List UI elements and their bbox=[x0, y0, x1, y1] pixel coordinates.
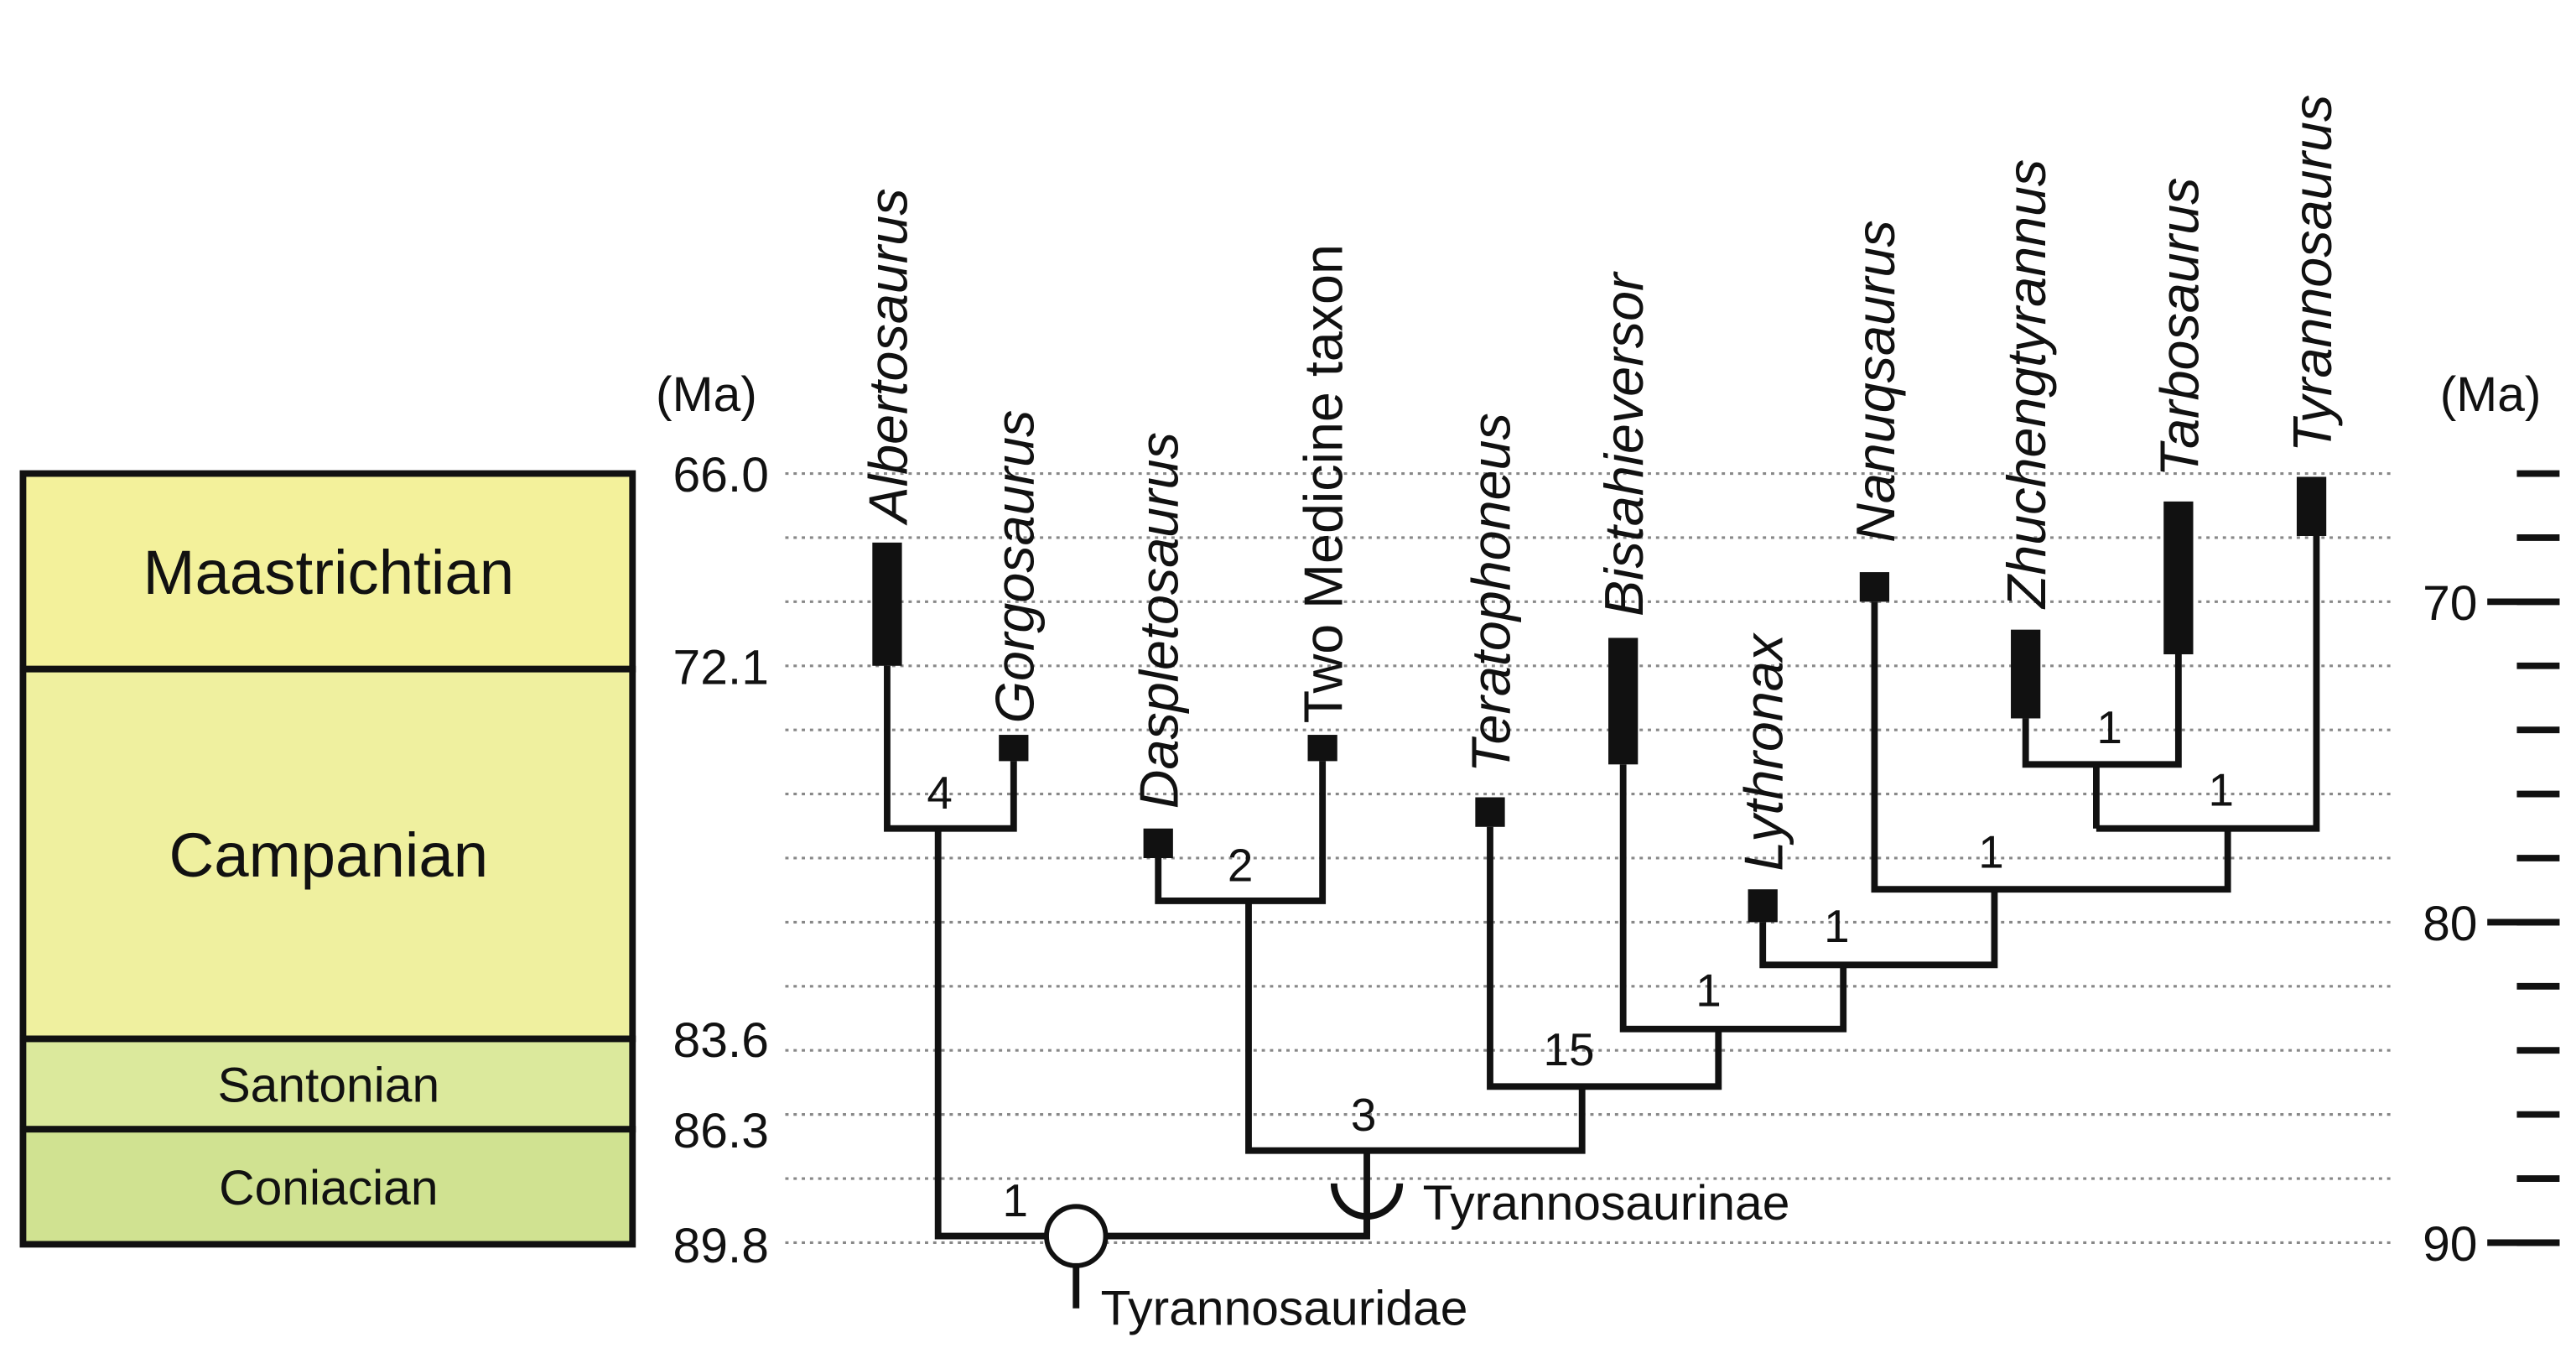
axis-unit: (Ma) bbox=[656, 367, 757, 422]
node-support: 1 bbox=[1003, 1174, 1029, 1226]
left-tick-label: 72.1 bbox=[673, 640, 769, 695]
taxon-name: Zhuchengtyrannus bbox=[1996, 159, 2057, 610]
branch bbox=[1487, 826, 1722, 1090]
range-bar bbox=[2011, 629, 2041, 719]
node-support: 2 bbox=[1228, 839, 1254, 891]
taxon-name: Teratophoneus bbox=[1460, 413, 1521, 773]
clade-marker bbox=[1044, 1204, 1109, 1268]
left-tick-label: 83.6 bbox=[673, 1013, 769, 1068]
taxon-name: Bistahieversor bbox=[1593, 271, 1654, 617]
taxon-name: Two Medicine taxon bbox=[1293, 244, 1354, 723]
range-bar bbox=[1608, 637, 1639, 765]
taxon-name: Gorgosaurus bbox=[984, 410, 1045, 724]
range-bar bbox=[1748, 889, 1778, 923]
clade-marker bbox=[1330, 1183, 1404, 1236]
branch bbox=[1155, 761, 1327, 904]
taxon-name: Lythronax bbox=[1733, 632, 1794, 871]
stage-name: Campanian bbox=[169, 820, 488, 890]
node-support: 1 bbox=[1978, 826, 2004, 878]
left-tick-label: 89.8 bbox=[673, 1219, 769, 1273]
taxon-name: Tarbosaurus bbox=[2148, 178, 2210, 477]
clade-name: Tyrannosauridae bbox=[1101, 1281, 1468, 1335]
node-support: 4 bbox=[927, 767, 953, 819]
taxon-name: Tyrannosaurus bbox=[2282, 95, 2343, 452]
node-support: 1 bbox=[1824, 900, 1850, 952]
stage-name: Maastrichtian bbox=[143, 538, 515, 607]
branch bbox=[1619, 764, 1847, 1033]
node-support: 1 bbox=[2096, 701, 2122, 753]
right-tick-label: 70 bbox=[2423, 576, 2477, 631]
branch bbox=[1871, 601, 2231, 893]
range-bar bbox=[2163, 501, 2194, 655]
branch bbox=[1759, 889, 1998, 969]
left-tick-label: 86.3 bbox=[673, 1104, 769, 1158]
node-support: 1 bbox=[2209, 763, 2235, 815]
axis-unit: (Ma) bbox=[2440, 367, 2542, 422]
range-bar bbox=[999, 735, 1029, 762]
left-tick-label: 66.0 bbox=[673, 448, 769, 502]
range-bar bbox=[1475, 797, 1505, 827]
branch bbox=[884, 665, 1017, 832]
branch bbox=[2096, 535, 2320, 832]
stage-name: Santonian bbox=[217, 1059, 439, 1113]
range-bar bbox=[872, 542, 902, 666]
stage-box bbox=[19, 1126, 636, 1248]
right-tick-label: 90 bbox=[2423, 1217, 2477, 1272]
branch bbox=[1245, 900, 1586, 1154]
clade-name: Tyrannosaurinae bbox=[1423, 1176, 1790, 1231]
node-support: 1 bbox=[1696, 964, 1722, 1016]
range-bar bbox=[1307, 735, 1337, 762]
node-support: 3 bbox=[1351, 1089, 1377, 1141]
branch bbox=[934, 828, 1370, 1240]
stage-box bbox=[19, 470, 636, 673]
taxon-name: Daspletosaurus bbox=[1129, 432, 1190, 809]
right-tick-label: 80 bbox=[2423, 897, 2477, 951]
node-support: 15 bbox=[1544, 1023, 1595, 1075]
stage-box bbox=[19, 665, 636, 1043]
taxon-name: Albertosaurus bbox=[857, 188, 918, 526]
taxon-name: Nanuqsaurus bbox=[1845, 220, 1906, 543]
range-bar bbox=[2296, 476, 2327, 536]
stage-name: Coniacian bbox=[219, 1161, 438, 1215]
range-bar bbox=[1859, 572, 1890, 602]
branch bbox=[2022, 654, 2182, 768]
range-bar bbox=[1143, 828, 1173, 858]
